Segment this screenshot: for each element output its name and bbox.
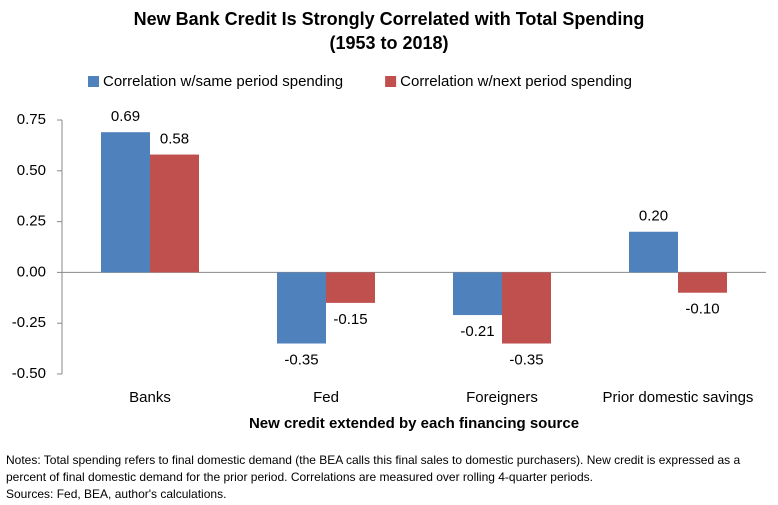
y-tick-label: -0.50 [12,365,46,382]
notes: Notes: Total spending refers to final do… [6,452,771,503]
chart-subtitle: (1953 to 2018) [329,33,448,53]
y-tick-label: 0.25 [17,213,46,230]
value-label: -0.35 [509,351,543,368]
chart-title: New Bank Credit Is Strongly Correlated w… [134,9,645,29]
legend-swatch [385,76,397,87]
value-label: -0.15 [333,311,367,328]
x-tick-label: Prior domestic savings [603,389,754,406]
bar [150,154,199,273]
y-tick-label: 0.75 [17,111,46,128]
x-tick-label: Banks [129,389,171,406]
bar [678,272,727,293]
y-tick-label: 0.00 [17,263,46,280]
value-label: -0.21 [460,323,494,340]
y-tick-label: 0.50 [17,162,46,179]
y-tick-label: -0.25 [12,314,46,331]
value-label: -0.10 [685,301,719,318]
bar [277,272,326,344]
legend-label: Correlation w/next period spending [400,73,632,90]
value-label: 0.20 [639,208,668,225]
sources-text: Sources: Fed, BEA, author's calculations… [6,487,227,501]
x-tick-label: Fed [313,389,339,406]
notes-text: Notes: Total spending refers to final do… [6,453,741,484]
value-label: 0.69 [111,108,140,125]
bar [101,132,150,273]
bar [453,272,502,316]
legend-swatch [88,76,99,87]
value-label: -0.35 [284,351,318,368]
bar [629,231,678,273]
value-label: 0.58 [160,131,189,148]
legend-label: Correlation w/same period spending [103,73,343,90]
x-tick-label: Foreigners [466,389,538,406]
bar [502,272,551,344]
x-axis-label: New credit extended by each financing so… [249,415,579,432]
bar [326,272,375,303]
chart: New Bank Credit Is Strongly Correlated w… [12,9,766,432]
